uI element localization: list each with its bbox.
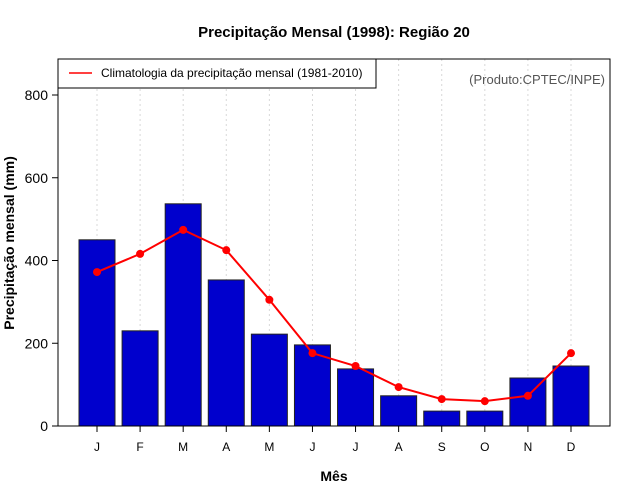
bar-F-1: [121, 330, 159, 427]
x-tick-label: A: [222, 440, 230, 454]
climatology-point: [308, 349, 317, 358]
legend: Climatologia da precipitação mensal (198…: [57, 58, 377, 89]
bar-S-8: [423, 410, 461, 427]
bars-group: [78, 203, 590, 427]
x-tick-label: F: [136, 440, 143, 454]
x-tick-label: J: [309, 440, 315, 454]
climatology-point: [437, 395, 446, 404]
y-axis-label: Precipitação mensal (mm): [1, 156, 17, 330]
y-axis: 0 200 400 600 800: [25, 87, 58, 434]
climatology-point: [523, 391, 532, 400]
credit-annotation: (Produto:CPTEC/INPE): [469, 72, 605, 87]
x-tick-label: S: [438, 440, 446, 454]
x-tick-label: J: [353, 440, 359, 454]
climatology-point: [394, 383, 403, 392]
legend-box: [57, 58, 377, 89]
x-tick-label: A: [395, 440, 403, 454]
climatology-point: [136, 249, 145, 258]
y-tick-label: 0: [40, 418, 48, 434]
climatology-point: [567, 349, 575, 358]
climatology-point: [265, 295, 274, 304]
x-tick-label: O: [480, 440, 489, 454]
climatology-line-group: [93, 225, 575, 406]
bar-N-10: [509, 377, 547, 427]
bar-M-2: [164, 203, 202, 427]
climatology-line: [96, 228, 572, 403]
y-tick-label: 800: [25, 87, 49, 103]
bar-J-5: [293, 344, 331, 427]
climatology-point: [351, 362, 360, 371]
bar-O-9: [466, 410, 504, 427]
x-tick-label: M: [178, 440, 188, 454]
x-tick-label: J: [94, 440, 100, 454]
climatology-point: [222, 246, 231, 255]
chart-title: Precipitação Mensal (1998): Região 20: [198, 24, 470, 41]
bar-A-3: [207, 279, 245, 427]
x-tick-label: M: [264, 440, 274, 454]
x-tick-label: N: [524, 440, 533, 454]
bar-M-4: [250, 333, 288, 427]
climatology-point: [93, 268, 101, 277]
climatology-point: [179, 225, 188, 234]
bar-A-7: [380, 395, 418, 427]
legend-label: Climatologia da precipitação mensal (198…: [101, 66, 362, 80]
x-tick-label: D: [567, 440, 576, 454]
y-tick-label: 200: [25, 335, 49, 351]
bar-J-6: [337, 368, 375, 427]
x-axis-label: Mês: [320, 468, 347, 484]
bar-D-11: [552, 365, 590, 427]
y-tick-label: 600: [25, 170, 49, 186]
climatology-point: [480, 397, 489, 406]
y-tick-label: 400: [25, 253, 49, 269]
